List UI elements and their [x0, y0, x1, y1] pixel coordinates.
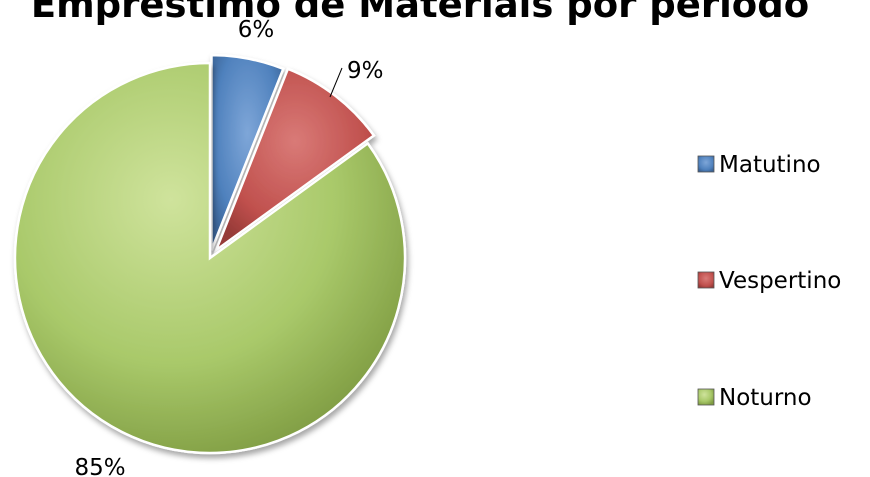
leader-line-vespertino [329, 67, 343, 98]
pie-slices [13, 53, 407, 455]
chart-legend: Matutino Vespertino Noturno [697, 152, 841, 411]
legend-label-noturno: Noturno [719, 385, 812, 411]
data-label-noturno: 85% [74, 455, 125, 477]
legend-swatch-vespertino [697, 271, 715, 289]
legend-item-noturno: Noturno [697, 385, 812, 411]
pie-slice-matutino [210, 53, 285, 251]
data-label-vespertino: 9% [347, 58, 384, 84]
data-label-matutino: 6% [238, 17, 275, 43]
pie-slice-noturno [13, 61, 407, 455]
pie-slice-vespertino [213, 67, 376, 254]
legend-label-matutino: Matutino [719, 152, 821, 178]
legend-item-matutino: Matutino [697, 152, 821, 178]
chart-title: Empréstimo de Materiais por período [31, 0, 809, 26]
legend-label-vespertino: Vespertino [719, 268, 841, 294]
legend-swatch-matutino [697, 155, 715, 173]
pie-data-labels: 6% 9% 85% [74, 17, 383, 477]
legend-swatch-noturno [697, 388, 715, 406]
legend-item-vespertino: Vespertino [697, 268, 841, 294]
